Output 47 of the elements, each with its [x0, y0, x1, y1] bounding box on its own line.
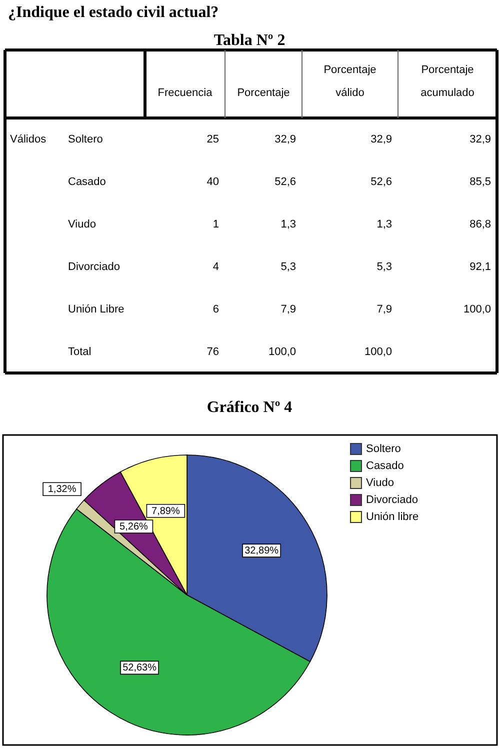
text: Válidos: [10, 133, 47, 146]
text: 52,6: [274, 176, 296, 188]
category-label: Viudo: [68, 218, 96, 230]
text: 1,3: [280, 218, 296, 230]
text: 1,3: [376, 218, 392, 230]
category-label: Casado: [68, 176, 106, 188]
data-label: 1,32%: [48, 484, 76, 496]
legend-label: Divorciado: [366, 494, 418, 506]
category-label: Unión Libre: [68, 303, 124, 316]
text: 32,9: [274, 133, 296, 146]
data-label: 52,63%: [122, 662, 157, 674]
legend-label: Soltero: [366, 443, 401, 455]
text: 32,9: [370, 133, 392, 146]
category-label: Frecuencia: [158, 87, 214, 99]
text: 76: [206, 346, 219, 358]
legend-label: Unión libre: [366, 511, 419, 523]
category-label: Soltero: [68, 133, 103, 146]
category-label: Porcentaje: [237, 87, 290, 99]
legend-label: Viudo: [366, 477, 394, 489]
text: 100,0: [268, 346, 296, 358]
text: 40: [206, 176, 219, 188]
text: ¿Indique el estado civil actual?: [8, 4, 219, 21]
text: Tabla Nº 2: [214, 32, 286, 49]
text: 85,5: [470, 176, 491, 188]
text: 5,3: [376, 260, 392, 273]
text: 7,9: [280, 303, 296, 316]
data-label: 7,89%: [152, 506, 180, 517]
text: 92,1: [470, 260, 491, 273]
text: 25: [206, 133, 219, 146]
text: 100,0: [463, 303, 491, 316]
data-label: 5,26%: [120, 521, 148, 532]
text: 32,9: [470, 133, 491, 146]
category-label: Divorciado: [68, 260, 120, 273]
text: 6: [212, 303, 219, 316]
category-label: Porcentaje válido: [324, 64, 376, 99]
text: 7,9: [376, 303, 392, 316]
text: 4: [212, 260, 219, 273]
category-label: Total: [68, 346, 92, 358]
text: 100,0: [364, 346, 392, 358]
data-label: 32,89%: [244, 546, 279, 557]
legend-label: Casado: [366, 460, 404, 472]
text: 5,3: [280, 260, 296, 273]
text: 86,8: [470, 218, 491, 230]
chart-title: Gráfico Nº 4: [206, 399, 292, 416]
text: 1: [212, 218, 219, 230]
category-label: Porcentaje acumulado: [420, 64, 474, 99]
text: 52,6: [370, 176, 392, 188]
